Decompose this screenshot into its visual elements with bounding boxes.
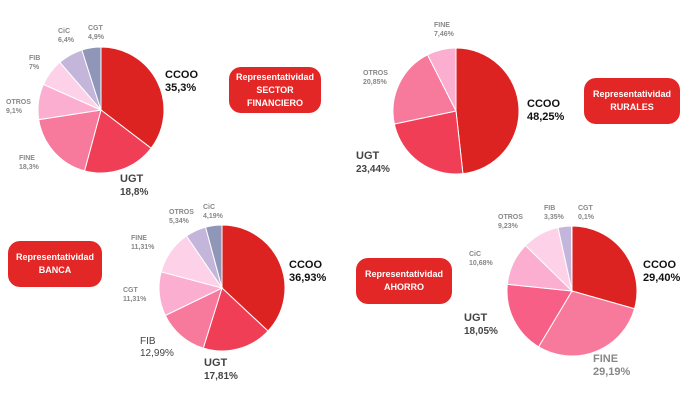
slice-value-ugt: 23,44% <box>356 164 390 175</box>
slice-value-ccoo: 48,25% <box>527 111 565 123</box>
pie-slice-ugt <box>506 283 573 348</box>
pie-slice-ugt <box>393 110 464 175</box>
slice-label-ugt: UGT <box>204 357 228 369</box>
slice-value-fine: 29,19% <box>593 366 631 378</box>
pie-slice-ugt <box>202 287 269 352</box>
slice-label-cgt: CGT <box>88 25 104 32</box>
slice-label-otros: OTROS <box>6 99 31 106</box>
slice-label-ugt: UGT <box>356 150 380 162</box>
slice-value-cic: 6,4% <box>58 37 75 44</box>
slice-label-fib: FIB <box>544 205 555 212</box>
badge-line: FINANCIERO <box>247 97 303 108</box>
badge-line: SECTOR <box>256 84 294 95</box>
slice-label-fib: FIB <box>140 336 156 347</box>
slice-value-otros: 20,85% <box>363 79 388 86</box>
slice-label-fine: FINE <box>19 155 35 162</box>
slice-value-fib: 12,99% <box>140 348 174 359</box>
slice-value-cgt: 0,1% <box>578 214 595 221</box>
slice-label-fine: FINE <box>434 22 450 29</box>
slice-value-ccoo: 29,40% <box>643 272 681 284</box>
slice-value-fine: 11,31% <box>131 244 155 251</box>
badge-line: BANCA <box>38 265 72 275</box>
badge-rurales: Representatividad RURALES <box>584 78 680 124</box>
slice-value-ugt: 17,81% <box>204 371 238 382</box>
slice-value-ugt: 18,8% <box>120 187 148 198</box>
pie-slice-ccoo <box>221 224 286 332</box>
badge-line: Representatividad <box>592 89 672 99</box>
slice-value-ccoo: 36,93% <box>289 272 327 284</box>
slice-value-cic: 4,19% <box>203 213 224 220</box>
pie-slice-ccoo <box>571 225 638 310</box>
slice-value-cic: 10,68% <box>469 260 494 267</box>
slice-value-cgt: 11,31% <box>123 296 147 303</box>
slice-label-fine: FINE <box>131 235 147 242</box>
pie-slice-fine <box>426 47 457 112</box>
slice-label-otros: OTROS <box>169 209 194 216</box>
pie-slice-ccoo <box>100 46 165 149</box>
slice-label-otros: OTROS <box>363 70 388 77</box>
badge-sector-financiero: Representatividad SECTOR FINANCIERO <box>229 67 321 113</box>
slice-label-cic: CiC <box>58 28 70 35</box>
pie-slice-ugt <box>83 109 152 174</box>
slice-label-otros: OTROS <box>498 214 523 221</box>
slice-value-otros: 9,23% <box>498 223 519 230</box>
slice-value-cgt: 4,9% <box>88 34 105 41</box>
slice-value-fib: 7% <box>29 64 40 71</box>
slice-label-cgt: CGT <box>123 287 139 294</box>
badge-line: RURALES <box>610 102 654 112</box>
slice-label-ccoo: CCOO <box>643 259 676 271</box>
slice-value-fine: 18,3% <box>19 164 40 171</box>
badge-ahorro: Representatividad AHORRO <box>356 258 452 304</box>
badge-line: Representatividad <box>364 269 444 279</box>
badge-line: AHORRO <box>384 282 424 292</box>
slice-label-ugt: UGT <box>464 312 488 324</box>
slice-label-ccoo: CCOO <box>289 259 322 271</box>
slice-label-fine: FINE <box>593 353 618 365</box>
pie-slice-cic <box>204 224 223 289</box>
slice-value-ugt: 18,05% <box>464 326 498 337</box>
pie-slice-otros <box>392 54 457 125</box>
slice-value-otros: 9,1% <box>6 108 23 115</box>
slice-label-ccoo: CCOO <box>527 98 560 110</box>
pie-slice-ccoo <box>455 47 520 175</box>
slice-value-ccoo: 35,3% <box>165 82 196 94</box>
slice-label-cic: CiC <box>469 251 481 258</box>
slice-label-fib: FIB <box>29 55 40 62</box>
slice-label-ccoo: CCOO <box>165 69 198 81</box>
badge-line: Representatividad <box>15 252 95 262</box>
slice-value-otros: 5,34% <box>169 218 190 225</box>
slice-value-fine: 7,46% <box>434 31 455 38</box>
slice-label-ugt: UGT <box>120 173 144 185</box>
badge-line: Representatividad <box>235 71 315 82</box>
badge-banca: Representatividad BANCA <box>8 241 102 287</box>
slice-label-cgt: CGT <box>578 205 594 212</box>
slice-value-fib: 3,35% <box>544 214 565 221</box>
pie-slice-fine <box>38 109 102 172</box>
slice-label-cic: CiC <box>203 204 215 211</box>
pie-slice-cgt <box>81 46 102 111</box>
